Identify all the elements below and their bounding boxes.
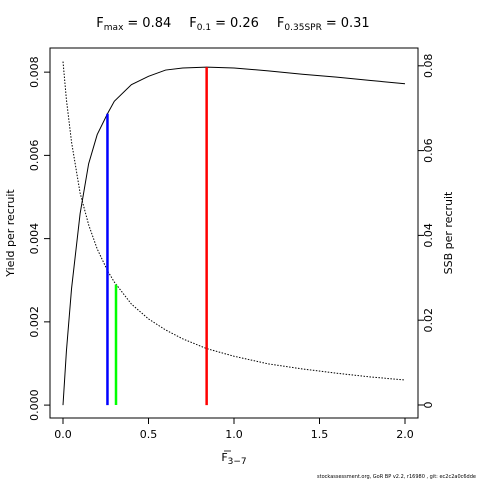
title-relation: = [326,16,337,31]
y2-tick-label: 0.06 [422,138,435,163]
title-value: 0.31 [341,16,370,31]
curve [62,61,406,381]
title-relation: = [215,16,226,31]
title-relation: = [127,16,138,31]
x-tick-label: 1.0 [225,428,243,441]
y-tick-label: 0.006 [28,140,41,172]
y2-axis-label: SSB per recruit [442,191,455,274]
title-value: 0.26 [230,16,259,31]
x-axis-label: F3−7 [221,451,246,467]
chart-title: Fmax = 0.84 F0.1 = 0.26 F0.35SPR = 0.31 [96,16,369,33]
x-tick-label: 0.5 [140,428,158,441]
plot-frame [49,47,419,419]
x-tick-label: 0.0 [54,428,72,441]
title-subscript: 0.1 [197,23,211,33]
y2-tick-label: 0.08 [422,54,435,79]
title-subscript: max [104,23,124,33]
y-axis-label: Yield per recruit [4,189,17,278]
title-symbol: F [277,16,284,31]
y-tick-label: 0.002 [28,306,41,338]
y2-tick-label: 0.04 [422,223,435,248]
x-tick-label: 2.0 [396,428,414,441]
x-label-symbol: F [221,451,227,464]
footer: stockassessment.org, GoR BP v2.2, r16980… [317,474,476,480]
y-tick-label: 0.004 [28,223,41,255]
x-tick-label: 1.5 [311,428,329,441]
curve [62,66,406,406]
y2-tick-label: 0 [422,401,435,408]
y2-tick-label: 0.02 [422,308,435,333]
title-value: 0.84 [142,16,171,31]
title-symbol: F [96,16,103,31]
x-label-subscript: 3−7 [228,457,247,467]
title-symbol: F [189,16,196,31]
title-subscript: 0.35SPR [284,23,321,33]
y-tick-label: 0.000 [28,389,41,421]
y-tick-label: 0.008 [28,56,41,88]
